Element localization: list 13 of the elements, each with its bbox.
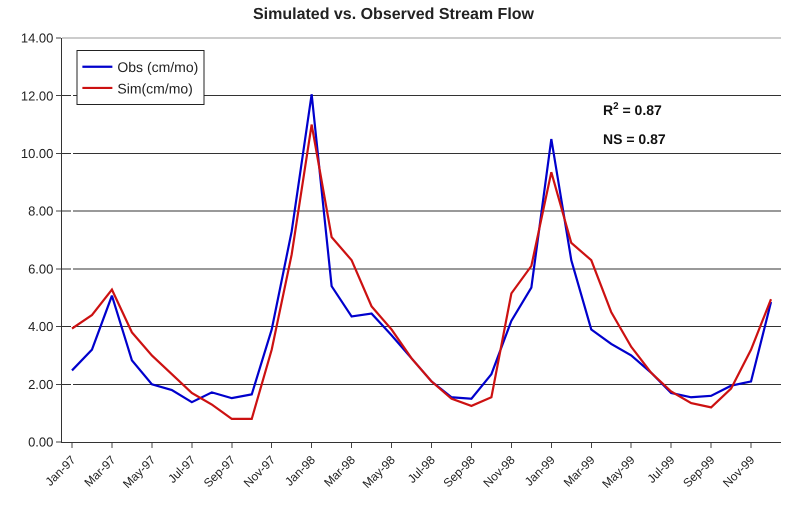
- y-tick-label: 14.00: [20, 30, 54, 46]
- chart-title: Simulated vs. Observed Stream Flow: [253, 6, 535, 23]
- legend-label: Sim(cm/mo): [117, 80, 193, 96]
- y-tick-label: 2.00: [28, 376, 54, 392]
- y-tick-label: 8.00: [28, 204, 54, 219]
- y-tick-label: 6.00: [28, 261, 54, 276]
- y-tick-label: 4.00: [28, 319, 54, 334]
- legend-label: Obs (cm/mo): [117, 59, 198, 76]
- annotation: NS = 0.87: [603, 131, 666, 147]
- y-tick-label: 0.00: [28, 434, 54, 450]
- y-tick-label: 10.00: [20, 146, 54, 161]
- annotation: R$^{2}$ = 0.87: [603, 101, 662, 118]
- y-tick-label: 12.00: [20, 88, 54, 104]
